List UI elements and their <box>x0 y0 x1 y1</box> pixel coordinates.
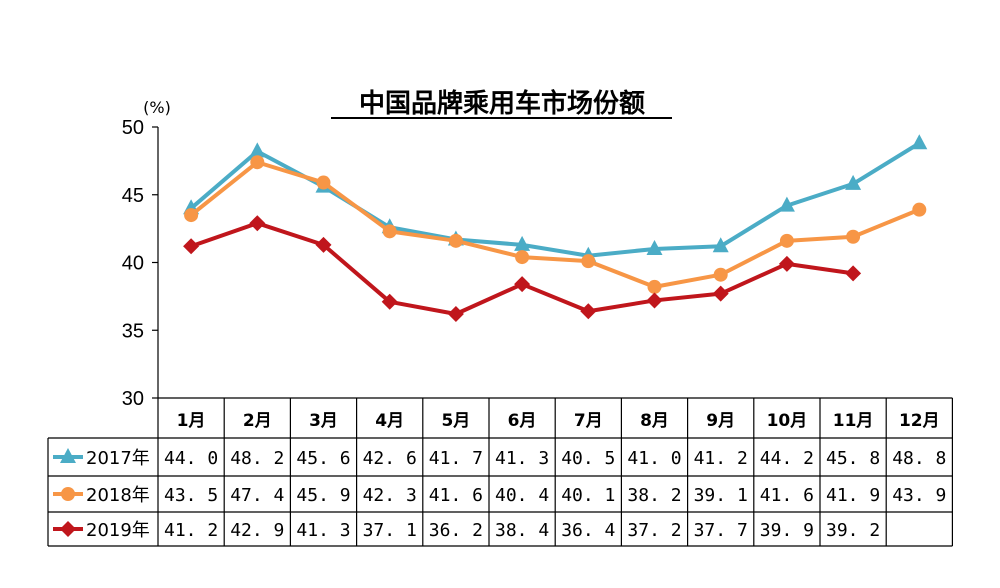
data-point-2018 <box>316 175 331 190</box>
data-point-2018 <box>515 250 530 265</box>
data-point-2018 <box>779 233 794 248</box>
chart-title: 中国品牌乘用车市场份额 <box>359 88 645 119</box>
table-cell-2017: 41. 0 <box>627 448 681 469</box>
data-point-2018 <box>382 224 397 239</box>
table-cell-2019: 38. 4 <box>495 520 549 541</box>
table-cell-2019: 41. 3 <box>296 520 350 541</box>
data-point-2019 <box>514 276 531 293</box>
y-tick-label: 50 <box>122 117 144 139</box>
table-cell-2017: 41. 2 <box>694 448 748 469</box>
legend-marker-2017 <box>60 448 76 463</box>
table-cell-2018: 39. 1 <box>694 485 748 506</box>
x-category-label: 2月 <box>243 411 272 431</box>
table-cell-2019: 39. 2 <box>826 520 880 541</box>
y-unit-label: (%) <box>143 98 171 117</box>
legend-marker-2018 <box>61 487 75 501</box>
data-point-2017 <box>646 239 663 255</box>
data-point-2019 <box>580 303 597 320</box>
data-point-2018 <box>184 208 199 223</box>
data-point-2017 <box>845 174 862 190</box>
table-cell-2018: 47. 4 <box>230 485 284 506</box>
y-tick-label: 35 <box>122 320 144 342</box>
data-point-2019 <box>315 236 332 253</box>
data-point-2017 <box>249 142 266 158</box>
data-point-2018 <box>912 202 927 217</box>
table-cell-2018: 38. 2 <box>627 485 681 506</box>
table-cell-2017: 45. 6 <box>296 448 350 469</box>
table-cell-2017: 44. 0 <box>164 448 218 469</box>
table-cell-2018: 43. 5 <box>164 485 218 506</box>
data-point-2019 <box>712 285 729 302</box>
data-point-2018 <box>448 233 463 248</box>
legend-marker-2019 <box>60 521 76 537</box>
data-point-2018 <box>713 267 728 282</box>
x-category-label: 3月 <box>309 411 338 431</box>
x-category-label: 10月 <box>767 411 808 431</box>
legend-label-2018: 2018年 <box>86 485 150 506</box>
data-point-2018 <box>581 254 596 269</box>
x-category-label: 8月 <box>640 411 669 431</box>
table-cell-2019: 42. 9 <box>230 520 284 541</box>
legend-label-2017: 2017年 <box>86 448 150 469</box>
table-cell-2017: 48. 2 <box>230 448 284 469</box>
data-point-2018 <box>846 229 861 244</box>
data-point-2018 <box>250 155 265 170</box>
table-cell-2019: 37. 7 <box>694 520 748 541</box>
data-point-2017 <box>514 235 531 251</box>
table-cell-2018: 41. 9 <box>826 485 880 506</box>
table-cell-2018: 40. 4 <box>495 485 549 506</box>
table-cell-2019: 37. 2 <box>627 520 681 541</box>
data-point-2019 <box>646 292 663 309</box>
table-cell-2018: 42. 3 <box>363 485 417 506</box>
data-point-2018 <box>647 279 662 294</box>
data-point-2019 <box>381 293 398 310</box>
y-tick-label: 30 <box>122 388 144 410</box>
table-cell-2017: 42. 6 <box>363 448 417 469</box>
data-point-2017 <box>712 237 729 253</box>
table-cell-2017: 40. 5 <box>561 448 615 469</box>
table-cell-2018: 41. 6 <box>429 485 483 506</box>
data-point-2019 <box>845 265 862 282</box>
table-cell-2018: 43. 9 <box>892 485 946 506</box>
data-point-2017 <box>778 196 795 212</box>
data-point-2019 <box>249 215 266 232</box>
x-category-label: 4月 <box>375 411 404 431</box>
y-tick-label: 40 <box>122 253 144 275</box>
table-cell-2017: 41. 7 <box>429 448 483 469</box>
table-cell-2017: 41. 3 <box>495 448 549 469</box>
table-cell-2019: 36. 2 <box>429 520 483 541</box>
x-category-label: 9月 <box>706 411 735 431</box>
table-cell-2019: 36. 4 <box>561 520 615 541</box>
table-cell-2018: 40. 1 <box>561 485 615 506</box>
table-cell-2017: 44. 2 <box>760 448 814 469</box>
x-category-label: 12月 <box>899 411 940 431</box>
table-cell-2019: 39. 9 <box>760 520 814 541</box>
series-line-2018 <box>189 160 921 289</box>
y-tick-label: 45 <box>122 185 144 207</box>
data-point-2019 <box>183 238 200 255</box>
table-cell-2017: 45. 8 <box>826 448 880 469</box>
table-cell-2019: 41. 2 <box>164 520 218 541</box>
data-point-2017 <box>911 134 928 150</box>
x-category-label: 5月 <box>441 411 470 431</box>
table-cell-2017: 48. 8 <box>892 448 946 469</box>
legend-label-2019: 2019年 <box>86 520 150 541</box>
x-category-label: 7月 <box>574 411 603 431</box>
data-point-2019 <box>447 305 464 322</box>
x-category-label: 11月 <box>833 411 874 431</box>
x-category-label: 6月 <box>508 411 537 431</box>
x-category-label: 1月 <box>177 411 206 431</box>
table-cell-2018: 45. 9 <box>296 485 350 506</box>
data-point-2019 <box>778 255 795 272</box>
table-cell-2019: 37. 1 <box>363 520 417 541</box>
table-cell-2018: 41. 6 <box>760 485 814 506</box>
